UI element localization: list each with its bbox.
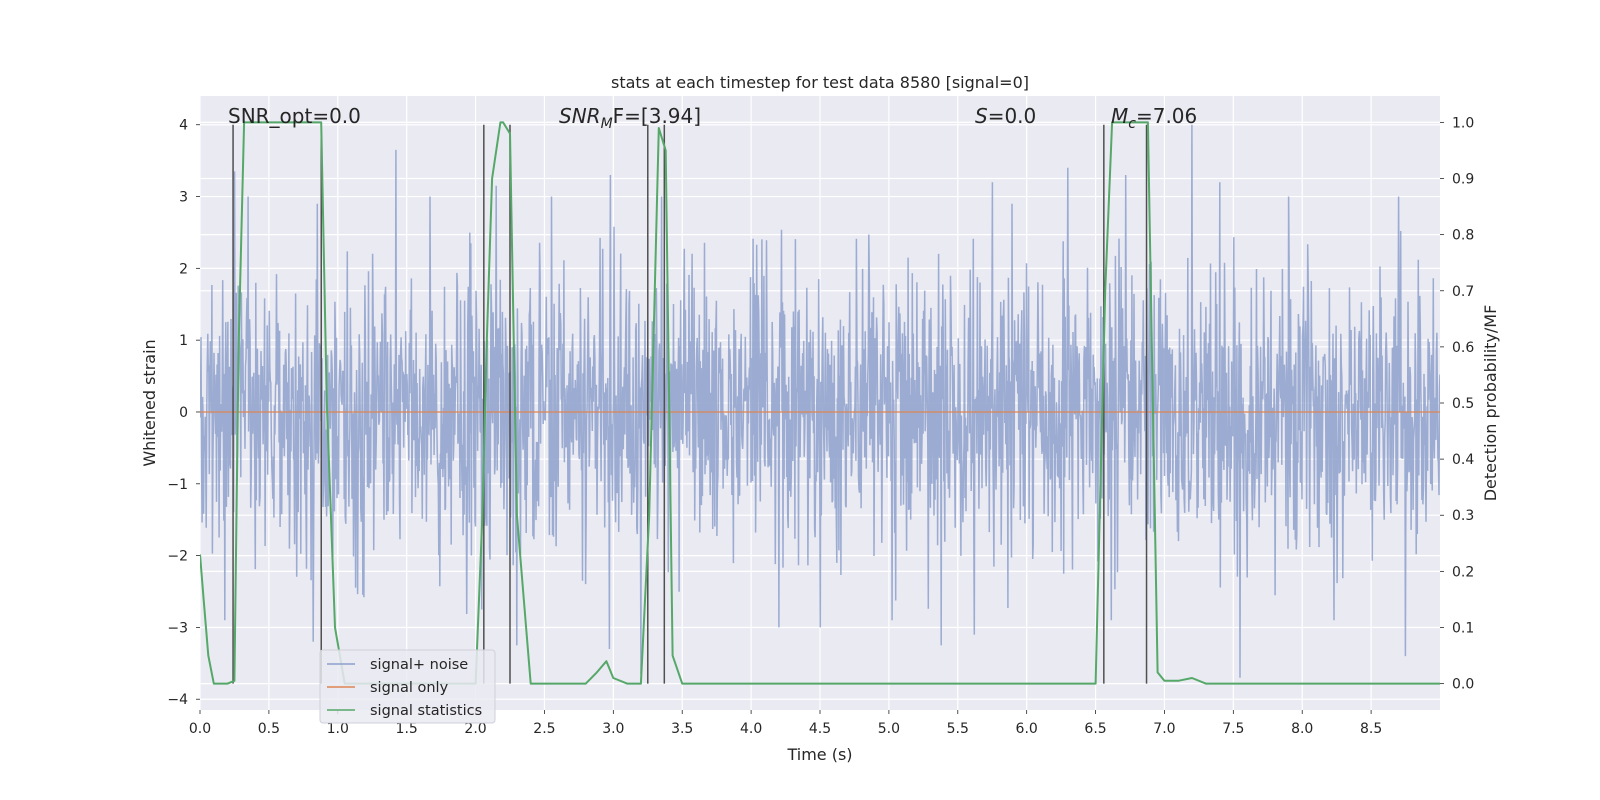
x-tick-label: 7.0 [1153,721,1175,737]
y-tick-label-right: 0.9 [1452,172,1474,188]
y-axis-left-label: Whitened strain [140,339,159,466]
y-tick-label-left: 1 [179,333,188,349]
x-tick-label: 1.5 [396,721,418,737]
vertical-markers [232,124,1148,684]
x-axis-ticks: 0.0 0.5 1.0 1.5 2.0 2.5 3.0 3.5 4.0 4.5 5.0 5.5 6.0 6… [189,710,1382,737]
x-tick-label: 7.5 [1222,721,1244,737]
x-tick-label: 6.5 [1084,721,1106,737]
noise-line [200,124,1440,678]
y-axis-right-ticks: 1.0 0.9 0.8 0.7 0.6 0.5 0.4 0.3 0.2 0.1 0.0 [1440,115,1474,693]
y-tick-label-left: −1 [167,477,188,493]
chart-title: stats at each timestep for test data 858… [611,73,1029,92]
y-tick-label-right: 0.1 [1452,620,1474,636]
annotation-s-value: =0.0 [988,104,1037,128]
annotation-snr-opt: SNR_opt=0.0 [228,104,361,128]
legend: signal+ noise signal only signal statist… [319,649,496,724]
legend-label-signal-noise: signal+ noise [370,657,468,673]
y-tick-label-right: 0.0 [1452,677,1474,693]
x-tick-label: 5.5 [947,721,969,737]
legend-label-signal-statistics: signal statistics [370,703,482,719]
x-tick-label: 3.0 [602,721,624,737]
x-tick-label: 8.5 [1360,721,1382,737]
y-tick-label-right: 0.5 [1452,396,1474,412]
y-tick-label-left: 0 [179,405,188,421]
annotation-mc: Mc=7.06 [1111,104,1197,132]
y-tick-label-left: −2 [167,549,188,565]
y-tick-label-right: 0.3 [1452,508,1474,524]
annotation-s-symbol: S [975,104,988,128]
x-tick-label: 1.0 [327,721,349,737]
x-tick-label: 2.5 [533,721,555,737]
y-tick-label-right: 0.6 [1452,340,1474,356]
x-tick-label: 6.0 [1016,721,1038,737]
annotation-snr-mf-prefix: SNR [559,104,601,128]
y-tick-label-right: 0.4 [1452,452,1474,468]
y-tick-label-right: 1.0 [1452,115,1474,131]
x-tick-label: 2.0 [464,721,486,737]
series-signal-statistics [200,121,1440,685]
signal-statistics-line [200,121,1440,685]
x-tick-label: 3.5 [671,721,693,737]
y-tick-label-right: 0.2 [1452,564,1474,580]
y-tick-label-left: 2 [179,261,188,277]
annotation-mc-value: =7.06 [1136,104,1197,128]
x-axis-label: Time (s) [786,745,852,764]
legend-label-signal-only: signal only [370,680,449,696]
x-tick-label: 0.5 [258,721,280,737]
annotation-snr-mf-sub: M [601,116,613,132]
series-signal-noise [200,124,1440,678]
legend-box [319,649,496,724]
x-tick-label: 4.0 [740,721,762,737]
annotation-mc-symbol: M [1111,104,1128,128]
y-tick-label-left: 4 [179,118,188,134]
y-tick-label-left: 3 [179,190,188,206]
y-tick-label-left: −4 [167,692,188,708]
y-tick-label-right: 0.7 [1452,284,1474,300]
y-tick-label-right: 0.8 [1452,228,1474,244]
annotation-mc-sub: c [1128,116,1136,132]
annotation-snr-mf: SNRMF=[3.94] [559,104,701,132]
annotation-s: S=0.0 [975,104,1036,128]
x-tick-label: 5.0 [878,721,900,737]
annotation-snr-mf-suffix: F=[3.94] [613,104,701,128]
x-tick-label: 8.0 [1291,721,1313,737]
y-axis-right-label: Detection probability/MF [1481,305,1500,502]
x-tick-label: 4.5 [809,721,831,737]
x-tick-label: 0.0 [189,721,211,737]
y-axis-left-ticks: 4 3 2 1 0 −1 −2 −3 −4 [167,118,200,708]
y-tick-label-left: −3 [167,620,188,636]
